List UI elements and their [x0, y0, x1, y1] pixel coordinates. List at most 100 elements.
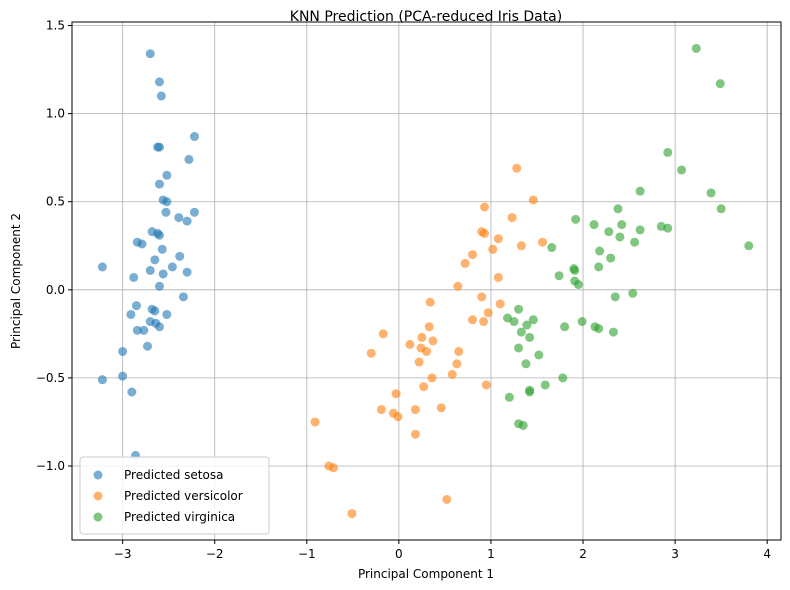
point-virginica	[611, 292, 620, 301]
point-setosa	[183, 268, 192, 277]
point-versicolor	[482, 380, 491, 389]
point-virginica	[525, 388, 534, 397]
chart-title: KNN Prediction (PCA-reduced Iris Data)	[290, 9, 562, 25]
y-tick-label: 1.0	[46, 107, 65, 121]
point-virginica	[519, 421, 528, 430]
point-setosa	[132, 301, 141, 310]
point-setosa	[158, 245, 167, 254]
x-axis-label: Principal Component 1	[358, 567, 494, 581]
point-setosa	[162, 197, 171, 206]
point-virginica	[571, 215, 580, 224]
point-setosa	[168, 262, 177, 271]
point-setosa	[157, 92, 166, 101]
point-setosa	[162, 310, 171, 319]
point-versicolor	[494, 234, 503, 243]
legend-marker-virginica	[94, 513, 103, 522]
y-tick-label: −0.5	[36, 371, 65, 385]
point-setosa	[190, 132, 199, 141]
point-versicolor	[411, 430, 420, 439]
point-setosa	[162, 171, 171, 180]
legend-label-setosa: Predicted setosa	[124, 468, 223, 482]
point-setosa	[179, 292, 188, 301]
point-virginica	[628, 289, 637, 298]
point-virginica	[522, 321, 531, 330]
y-axis-label: Principal Component 2	[9, 213, 23, 349]
point-setosa	[150, 255, 159, 264]
x-tick-label: 1	[487, 547, 495, 561]
point-versicolor	[479, 317, 488, 326]
point-setosa	[190, 208, 199, 217]
point-versicolor	[538, 238, 547, 247]
point-versicolor	[480, 203, 489, 212]
point-setosa	[146, 266, 155, 275]
x-tick-label: −1	[298, 547, 316, 561]
point-setosa	[146, 49, 155, 58]
y-tick-label: 0.0	[46, 283, 65, 297]
point-setosa	[159, 269, 168, 278]
point-virginica	[514, 305, 523, 314]
point-setosa	[155, 282, 164, 291]
point-virginica	[615, 232, 624, 241]
point-virginica	[717, 204, 726, 213]
point-virginica	[663, 148, 672, 157]
point-versicolor	[437, 403, 446, 412]
point-virginica	[609, 328, 618, 337]
point-virginica	[636, 225, 645, 234]
point-virginica	[692, 44, 701, 53]
point-versicolor	[477, 292, 486, 301]
point-virginica	[716, 79, 725, 88]
point-setosa	[118, 347, 127, 356]
point-versicolor	[452, 359, 461, 368]
point-virginica	[677, 166, 686, 175]
point-setosa	[161, 208, 170, 217]
point-virginica	[547, 243, 556, 252]
point-versicolor	[419, 382, 428, 391]
point-versicolor	[393, 412, 402, 421]
legend: Predicted setosa Predicted versicolor Pr…	[80, 457, 269, 534]
point-versicolor	[411, 405, 420, 414]
x-tick-label: 4	[763, 547, 771, 561]
point-setosa	[183, 217, 192, 226]
point-versicolor	[377, 405, 386, 414]
point-versicolor	[442, 495, 451, 504]
point-virginica	[663, 224, 672, 233]
point-versicolor	[428, 373, 437, 382]
y-tick-label: 1.5	[46, 19, 65, 33]
x-tick-label: 0	[395, 547, 403, 561]
point-virginica	[594, 262, 603, 271]
point-virginica	[707, 188, 716, 197]
point-virginica	[570, 266, 579, 275]
point-versicolor	[529, 195, 538, 204]
point-virginica	[517, 328, 526, 337]
x-tick-label: −3	[114, 547, 132, 561]
point-versicolor	[417, 333, 426, 342]
point-setosa	[139, 326, 148, 335]
point-virginica	[541, 380, 550, 389]
legend-label-versicolor: Predicted versicolor	[124, 489, 243, 503]
point-versicolor	[415, 358, 424, 367]
point-versicolor	[453, 282, 462, 291]
point-setosa	[143, 342, 152, 351]
point-virginica	[590, 220, 599, 229]
point-setosa	[175, 252, 184, 261]
y-tick-label: −1.0	[36, 459, 65, 473]
point-versicolor	[329, 463, 338, 472]
point-versicolor	[494, 273, 503, 282]
point-versicolor	[428, 336, 437, 345]
point-setosa	[155, 180, 164, 189]
point-setosa	[155, 231, 164, 240]
point-versicolor	[379, 329, 388, 338]
y-tick-label: 0.5	[46, 195, 65, 209]
point-virginica	[555, 271, 564, 280]
point-versicolor	[461, 259, 470, 268]
point-virginica	[558, 373, 567, 382]
point-versicolor	[508, 213, 517, 222]
point-setosa	[155, 143, 164, 152]
point-setosa	[184, 155, 193, 164]
legend-label-virginica: Predicted virginica	[124, 510, 235, 524]
point-virginica	[604, 227, 613, 236]
point-versicolor	[367, 349, 376, 358]
point-virginica	[505, 393, 514, 402]
point-virginica	[744, 241, 753, 250]
point-virginica	[521, 359, 530, 368]
